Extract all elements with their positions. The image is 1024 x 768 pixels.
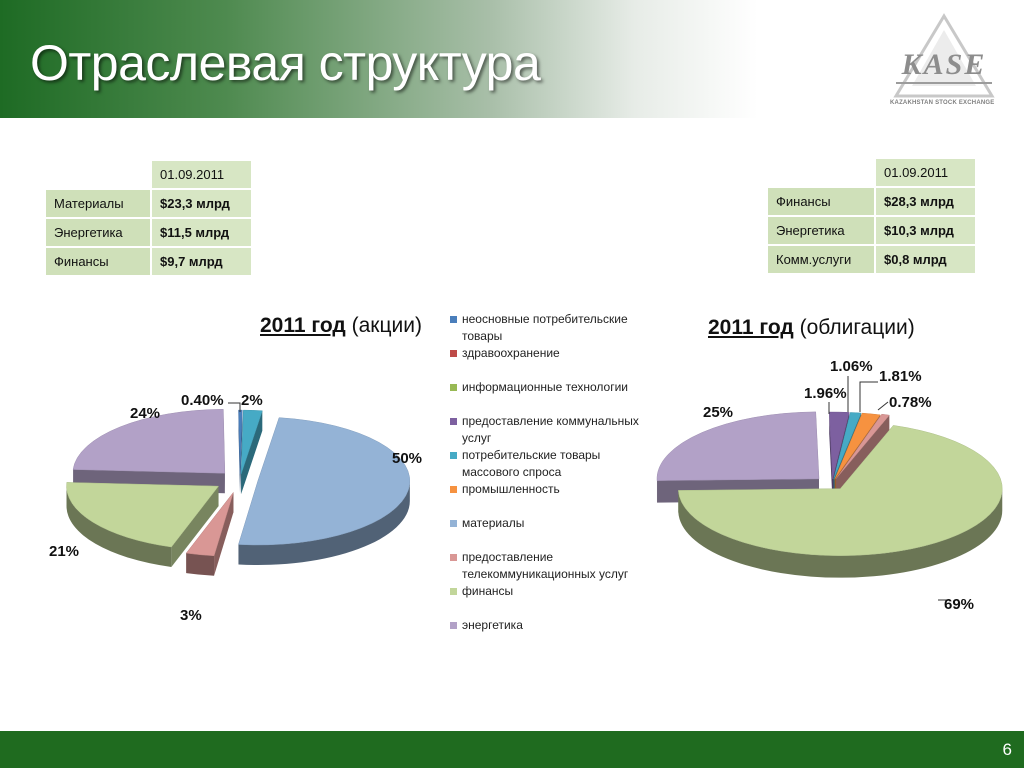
table-label: Финансы [768,188,874,215]
legend-label: предоставление телекоммуникационных услу… [462,550,629,581]
data-label: 21% [49,543,79,560]
chart-title-shares: 2011 год (акции) [260,314,422,338]
pie-slice [678,425,1003,556]
legend-label: предоставление коммунальных услуг [462,414,639,445]
table-value: $10,3 млрд [876,217,975,244]
legend-item: неосновные потребительские товары [450,311,655,345]
chart-title-rest: (акции) [351,314,422,337]
table-value: $0,8 млрд [876,246,975,273]
pie-slice [833,412,862,480]
legend-label: потребительские товары массового спроса [462,448,601,479]
pie-slice-side [829,412,833,502]
legend-swatch [450,350,457,357]
slide-title: Отраслевая структура [30,35,541,91]
table-value: $9,7 млрд [152,248,251,275]
legend-label: здравоохранение [462,346,560,360]
finance-table: 01.09.2011 Финансы $28,3 млрд Энергетика… [766,157,977,275]
data-label: 2% [241,392,263,409]
table-row: Энергетика $10,3 млрд [768,217,975,244]
legend-item: промышленность [450,481,560,498]
legend-label: финансы [462,584,514,598]
legend-swatch [450,452,457,459]
leader-line [228,402,241,412]
chart-title-rest: (облигации) [799,316,915,339]
pie-slice [66,482,220,548]
table-label: Энергетика [46,219,150,246]
legend-label: информационные технологии [462,380,629,394]
leader-line [859,381,878,412]
kase-logo: KASE [888,12,1000,114]
data-label: 1.96% [804,385,847,402]
legend-label: энергетика [462,618,523,632]
leader-line [877,401,889,411]
pie-slice-wall [186,553,215,576]
footer-band: 6 [0,731,1024,768]
legend-item: здравоохранение [450,345,560,362]
pie-slice [834,412,881,480]
legend-swatch [450,418,457,425]
data-label: 1.81% [879,368,922,385]
logo-tagline: KAZAKHSTAN STOCK EXCHANGE [890,100,995,106]
data-label: 24% [130,405,160,422]
materials-table: 01.09.2011 Материалы $23,3 млрд Энергети… [44,159,253,277]
table-date: 01.09.2011 [876,159,975,186]
legend-swatch [450,316,457,323]
data-label: 50% [392,450,422,467]
pie-slice [240,409,263,475]
table-value: $28,3 млрд [876,188,975,215]
data-label: 69% [944,596,974,613]
legend-label: неосновные потребительские товары [462,312,628,343]
pie-slice-side [171,486,219,568]
legend-item: информационные технологии [450,379,628,396]
legend-label: промышленность [462,482,560,496]
chart-title-year: 2011 год [260,314,346,337]
logo-wordmark: KASE [901,48,987,81]
legend-swatch [450,622,457,629]
table-row: Финансы $28,3 млрд [768,188,975,215]
table-value: $11,5 млрд [152,219,251,246]
legend-swatch [450,588,457,595]
data-label: 25% [703,404,733,421]
table-row: Материалы $23,3 млрд [46,190,251,217]
legend-label: материалы [462,516,525,530]
legend-item: потребительские товары массового спроса [450,447,655,481]
legend-swatch [450,486,457,493]
table-label: Финансы [46,248,150,275]
table-row: Комм.услуги $0,8 млрд [768,246,975,273]
table-row: Энергетика $11,5 млрд [46,219,251,246]
chart-title-year: 2011 год [708,316,794,339]
data-label: 0.40% [181,392,224,409]
data-label: 1.06% [830,358,873,375]
legend-swatch [450,384,457,391]
header-band [0,0,1024,118]
table-row: Финансы $9,7 млрд [46,248,251,275]
pie-slice-wall [678,488,1003,578]
table-value: $23,3 млрд [152,190,251,217]
data-label: 0.78% [889,394,932,411]
legend-swatch [450,520,457,527]
data-label: 3% [180,607,202,624]
legend-item: предоставление коммунальных услуг [450,413,655,447]
legend-item: предоставление телекоммуникационных услу… [450,549,655,583]
page-number: 6 [1002,740,1012,759]
pie-slice [836,413,890,479]
table-label: Энергетика [768,217,874,244]
pie-slice-wall [238,481,410,566]
table-label: Материалы [46,190,150,217]
legend-item: материалы [450,515,524,532]
pie-slice-side [241,410,263,495]
pie-slice-wall [66,486,172,568]
chart-title-bonds: 2011 год (облигации) [708,316,915,340]
table-date: 01.09.2011 [152,161,251,188]
pie-slice [185,492,234,557]
pie-slice [72,409,226,474]
pie-slice [238,417,410,546]
legend-item: энергетика [450,617,523,634]
legend-swatch [450,554,457,561]
legend-item: финансы [450,583,513,600]
pie-slice [656,411,820,481]
table-label: Комм.услуги [768,246,874,273]
